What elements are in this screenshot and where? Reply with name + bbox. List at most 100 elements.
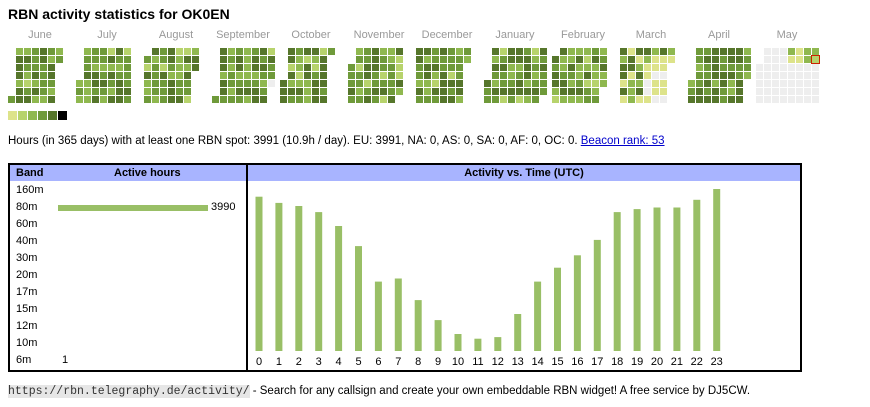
day-cell[interactable] — [804, 80, 811, 87]
day-cell[interactable] — [500, 80, 507, 87]
day-cell[interactable] — [592, 88, 599, 95]
day-cell[interactable] — [380, 88, 387, 95]
day-cell[interactable] — [176, 64, 183, 71]
day-cell[interactable] — [600, 56, 607, 63]
day-cell[interactable] — [320, 56, 327, 63]
day-cell[interactable] — [348, 72, 355, 79]
day-cell[interactable] — [811, 55, 820, 64]
day-cell[interactable] — [100, 48, 107, 55]
day-cell[interactable] — [508, 96, 515, 103]
day-cell[interactable] — [116, 64, 123, 71]
day-cell[interactable] — [48, 96, 55, 103]
day-cell[interactable] — [764, 64, 771, 71]
day-cell[interactable] — [696, 80, 703, 87]
day-cell[interactable] — [192, 56, 199, 63]
day-cell[interactable] — [424, 72, 431, 79]
day-cell[interactable] — [260, 64, 267, 71]
day-cell[interactable] — [696, 72, 703, 79]
day-cell[interactable] — [16, 88, 23, 95]
day-cell[interactable] — [424, 56, 431, 63]
day-cell[interactable] — [500, 64, 507, 71]
day-cell[interactable] — [620, 80, 627, 87]
day-cell[interactable] — [780, 64, 787, 71]
day-cell[interactable] — [696, 48, 703, 55]
day-cell[interactable] — [124, 96, 131, 103]
day-cell[interactable] — [268, 48, 275, 55]
day-cell[interactable] — [788, 80, 795, 87]
day-cell[interactable] — [644, 96, 651, 103]
day-cell[interactable] — [532, 48, 539, 55]
day-cell[interactable] — [152, 56, 159, 63]
day-cell[interactable] — [584, 80, 591, 87]
day-cell[interactable] — [728, 96, 735, 103]
day-cell[interactable] — [116, 72, 123, 79]
day-cell[interactable] — [492, 56, 499, 63]
day-cell[interactable] — [644, 64, 651, 71]
day-cell[interactable] — [440, 88, 447, 95]
day-cell[interactable] — [764, 72, 771, 79]
day-cell[interactable] — [356, 80, 363, 87]
day-cell[interactable] — [296, 64, 303, 71]
day-cell[interactable] — [492, 88, 499, 95]
day-cell[interactable] — [296, 88, 303, 95]
day-cell[interactable] — [244, 96, 251, 103]
day-cell[interactable] — [92, 48, 99, 55]
day-cell[interactable] — [304, 48, 311, 55]
day-cell[interactable] — [636, 88, 643, 95]
day-cell[interactable] — [92, 72, 99, 79]
day-cell[interactable] — [644, 72, 651, 79]
day-cell[interactable] — [576, 48, 583, 55]
day-cell[interactable] — [644, 56, 651, 63]
day-cell[interactable] — [720, 88, 727, 95]
day-cell[interactable] — [364, 56, 371, 63]
day-cell[interactable] — [584, 96, 591, 103]
day-cell[interactable] — [236, 88, 243, 95]
day-cell[interactable] — [168, 56, 175, 63]
day-cell[interactable] — [788, 56, 795, 63]
day-cell[interactable] — [244, 56, 251, 63]
day-cell[interactable] — [540, 88, 547, 95]
day-cell[interactable] — [552, 80, 559, 87]
day-cell[interactable] — [796, 48, 803, 55]
day-cell[interactable] — [772, 48, 779, 55]
day-cell[interactable] — [372, 80, 379, 87]
day-cell[interactable] — [244, 48, 251, 55]
day-cell[interactable] — [220, 80, 227, 87]
day-cell[interactable] — [380, 48, 387, 55]
day-cell[interactable] — [492, 64, 499, 71]
day-cell[interactable] — [320, 48, 327, 55]
day-cell[interactable] — [576, 64, 583, 71]
day-cell[interactable] — [704, 96, 711, 103]
day-cell[interactable] — [108, 96, 115, 103]
day-cell[interactable] — [56, 56, 63, 63]
day-cell[interactable] — [176, 88, 183, 95]
day-cell[interactable] — [396, 48, 403, 55]
day-cell[interactable] — [32, 64, 39, 71]
day-cell[interactable] — [320, 80, 327, 87]
day-cell[interactable] — [252, 64, 259, 71]
day-cell[interactable] — [116, 80, 123, 87]
day-cell[interactable] — [440, 96, 447, 103]
day-cell[interactable] — [220, 88, 227, 95]
day-cell[interactable] — [788, 64, 795, 71]
day-cell[interactable] — [780, 96, 787, 103]
day-cell[interactable] — [756, 80, 763, 87]
day-cell[interactable] — [372, 96, 379, 103]
day-cell[interactable] — [728, 48, 735, 55]
day-cell[interactable] — [144, 88, 151, 95]
day-cell[interactable] — [788, 96, 795, 103]
day-cell[interactable] — [744, 64, 751, 71]
day-cell[interactable] — [40, 64, 47, 71]
day-cell[interactable] — [592, 64, 599, 71]
day-cell[interactable] — [116, 56, 123, 63]
day-cell[interactable] — [304, 72, 311, 79]
day-cell[interactable] — [540, 48, 547, 55]
day-cell[interactable] — [500, 96, 507, 103]
day-cell[interactable] — [24, 96, 31, 103]
day-cell[interactable] — [720, 64, 727, 71]
day-cell[interactable] — [56, 48, 63, 55]
day-cell[interactable] — [628, 56, 635, 63]
day-cell[interactable] — [124, 72, 131, 79]
day-cell[interactable] — [592, 72, 599, 79]
day-cell[interactable] — [628, 72, 635, 79]
